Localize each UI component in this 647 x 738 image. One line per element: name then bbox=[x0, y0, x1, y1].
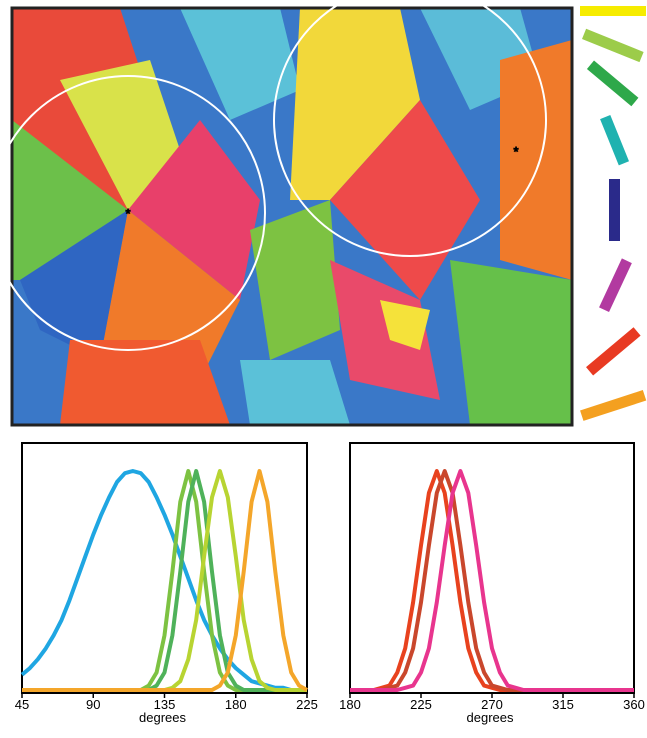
tuning-curve bbox=[350, 471, 634, 690]
x-tick-label: 360 bbox=[623, 697, 645, 712]
x-tick-label: 315 bbox=[552, 697, 574, 712]
plot-frame bbox=[350, 443, 634, 693]
tuning-curve bbox=[22, 471, 307, 690]
x-tick-label: 225 bbox=[296, 697, 318, 712]
x-tick-label: 225 bbox=[410, 697, 432, 712]
tuning-curve bbox=[350, 471, 634, 690]
x-tick-label: 180 bbox=[339, 697, 361, 712]
tuning-curve bbox=[22, 471, 307, 690]
x-axis-label: degrees bbox=[139, 710, 186, 725]
pinwheel-marker: * bbox=[513, 144, 518, 159]
x-tick-label: 45 bbox=[15, 697, 29, 712]
x-tick-label: 180 bbox=[225, 697, 247, 712]
figure: * * 4590135180225degrees180225270315360d… bbox=[0, 0, 647, 738]
orientation-key bbox=[580, 6, 646, 421]
x-axis-label: degrees bbox=[467, 710, 514, 725]
orientation-map bbox=[12, 8, 572, 425]
tuning-curve bbox=[22, 471, 307, 690]
tuning-curve bbox=[22, 471, 307, 690]
tuning-curve bbox=[22, 471, 307, 690]
plot-frame bbox=[22, 443, 307, 693]
tuning-curve bbox=[350, 471, 634, 690]
x-tick-label: 90 bbox=[86, 697, 100, 712]
pinwheel-marker: * bbox=[125, 206, 130, 221]
